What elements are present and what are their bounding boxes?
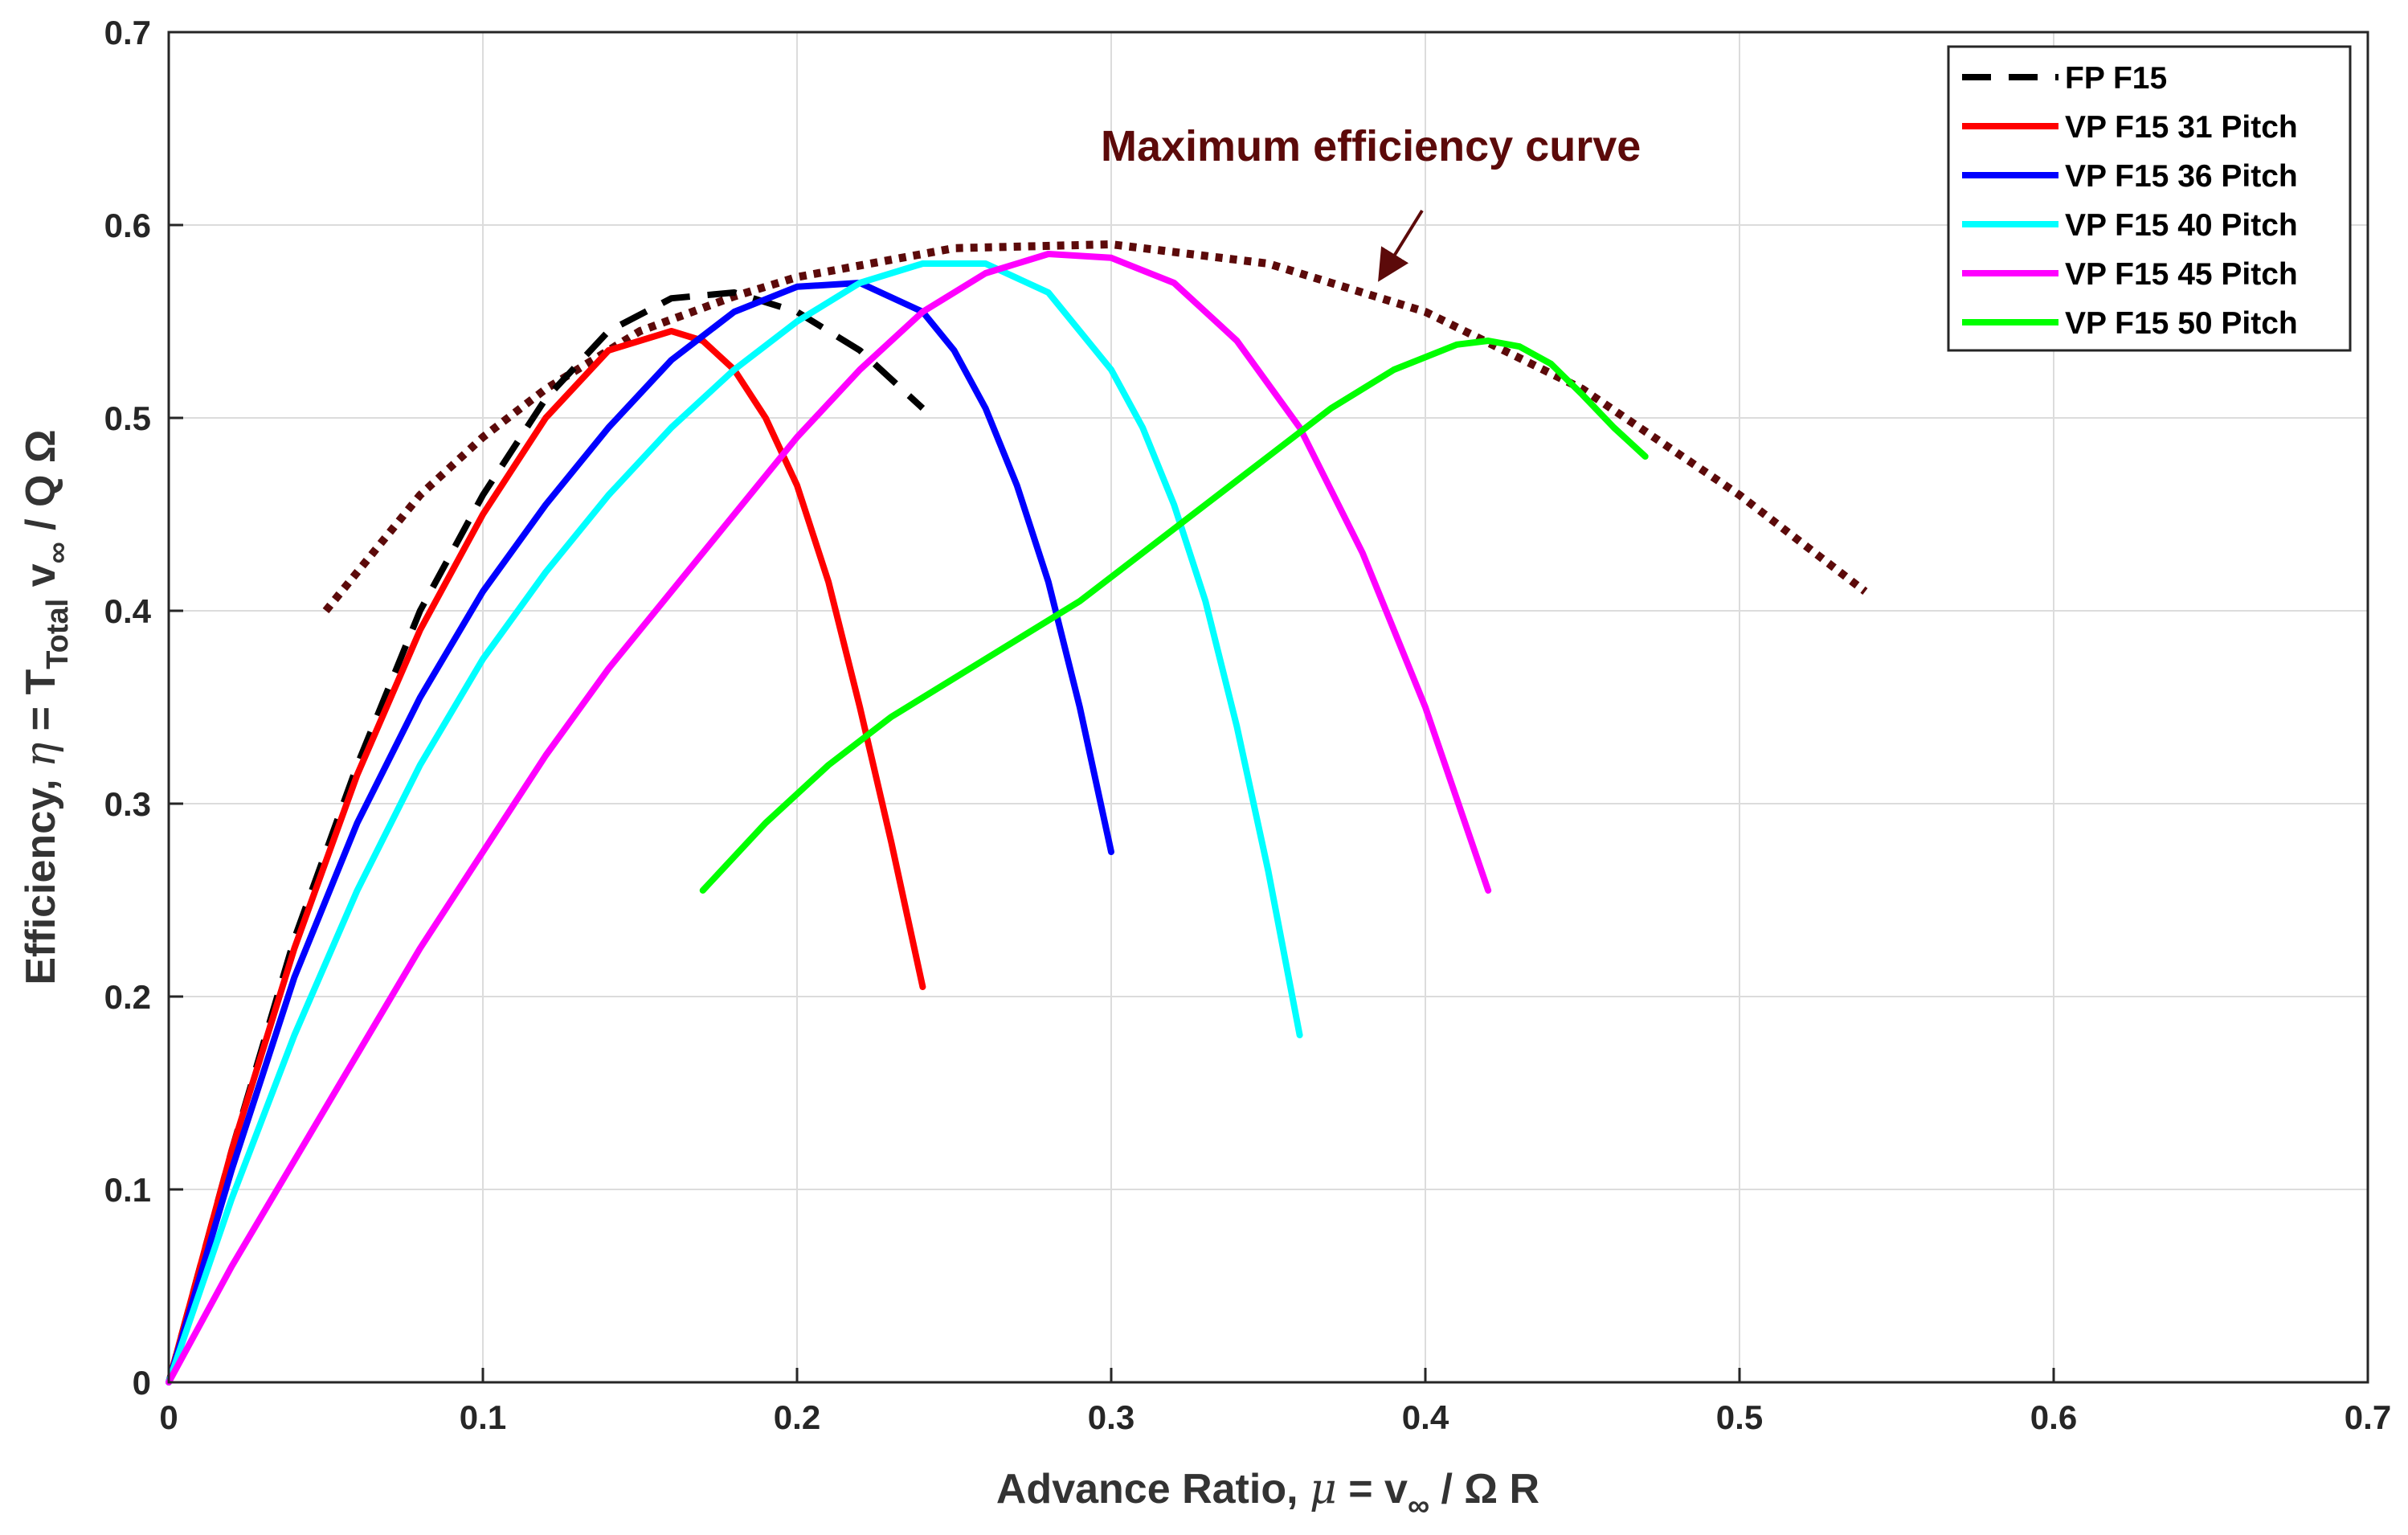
x-tick-label: 0.3: [1088, 1398, 1134, 1436]
y-tick-label: 0.6: [104, 207, 151, 244]
x-tick-label: 0.7: [2345, 1398, 2391, 1436]
series-line-vp-f15-50-pitch: [699, 338, 1649, 894]
x-tick-label: 0.2: [774, 1398, 820, 1436]
y-axis-label: Efficiency, η = TTotal v∞ / Q Ω: [17, 429, 75, 984]
legend-box: [1947, 45, 2352, 352]
y-axis-label-rest: / Q Ω: [18, 429, 64, 542]
x-axis-label-rest: / Ω R: [1429, 1466, 1539, 1512]
legend-entry-label: VP F15 45 Pitch: [2065, 257, 2298, 292]
x-tick-label: 0: [159, 1398, 178, 1436]
y-tick-label: 0.4: [104, 592, 152, 630]
legend-entry-label: VP F15 31 Pitch: [2065, 110, 2298, 145]
annotation-arrow: [1378, 209, 1424, 282]
x-axis-label-prefix: Advance Ratio,: [996, 1466, 1310, 1512]
y-axis-label-sub2: ∞: [41, 542, 75, 563]
plot-frame: [167, 31, 2369, 1384]
series-line-vp-f15-40-pitch: [166, 260, 1303, 1386]
x-tick-label: 0.1: [460, 1398, 506, 1436]
legend-entry-label: VP F15 40 Pitch: [2065, 208, 2298, 243]
series-line-vp-f15-45-pitch: [166, 251, 1492, 1386]
x-axis-label: Advance Ratio, μ = v∞ / Ω R: [996, 1465, 1539, 1523]
y-tick-label: 0: [133, 1364, 151, 1402]
legend-entry-label: FP F15: [2065, 61, 2167, 96]
y-axis-label-prefix: Efficiency,: [18, 768, 64, 985]
y-tick-label: 0.3: [104, 785, 151, 823]
x-tick-label: 0.6: [2030, 1398, 2077, 1436]
x-axis-label-sub: ∞: [1408, 1489, 1429, 1523]
y-axis-label-eq: = T: [18, 669, 64, 743]
x-axis-label-eq: = v: [1337, 1466, 1408, 1512]
tick-labels: 0 0.1 0.2 0.3 0.4 0.5 0.6 0.7 0 0.1 0.2 0.3 0.4 0.5 0.…: [104, 14, 2392, 1436]
y-tick-label: 0.5: [104, 399, 151, 437]
legend: FP F15 VP F15 31 Pitch VP F15 36 Pitch VP F…: [1947, 45, 2352, 352]
series-line-vp-f15-31-pitch: [166, 328, 926, 1386]
series-line-maximum-efficiency-curve: [322, 240, 1868, 614]
y-tick-label: 0.7: [104, 14, 151, 51]
y-tick-label: 0.1: [104, 1171, 151, 1209]
y-axis-label-eta: η: [17, 743, 65, 768]
x-tick-label: 0.5: [1716, 1398, 1763, 1436]
y-axis-label-sub1: Total: [41, 599, 75, 669]
y-tick-label: 0.2: [104, 978, 151, 1016]
series-lines: [166, 240, 1868, 1386]
x-tick-label: 0.4: [1402, 1398, 1449, 1436]
series-line-vp-f15-36-pitch: [166, 280, 1114, 1386]
legend-entry-label: VP F15 36 Pitch: [2065, 159, 2298, 194]
annotation-label: Maximum efficiency curve: [1101, 122, 1641, 170]
x-axis-label-mu: μ: [1310, 1465, 1337, 1513]
legend-entry-label: VP F15 50 Pitch: [2065, 306, 2298, 341]
y-axis-label-mid: v: [18, 563, 64, 598]
